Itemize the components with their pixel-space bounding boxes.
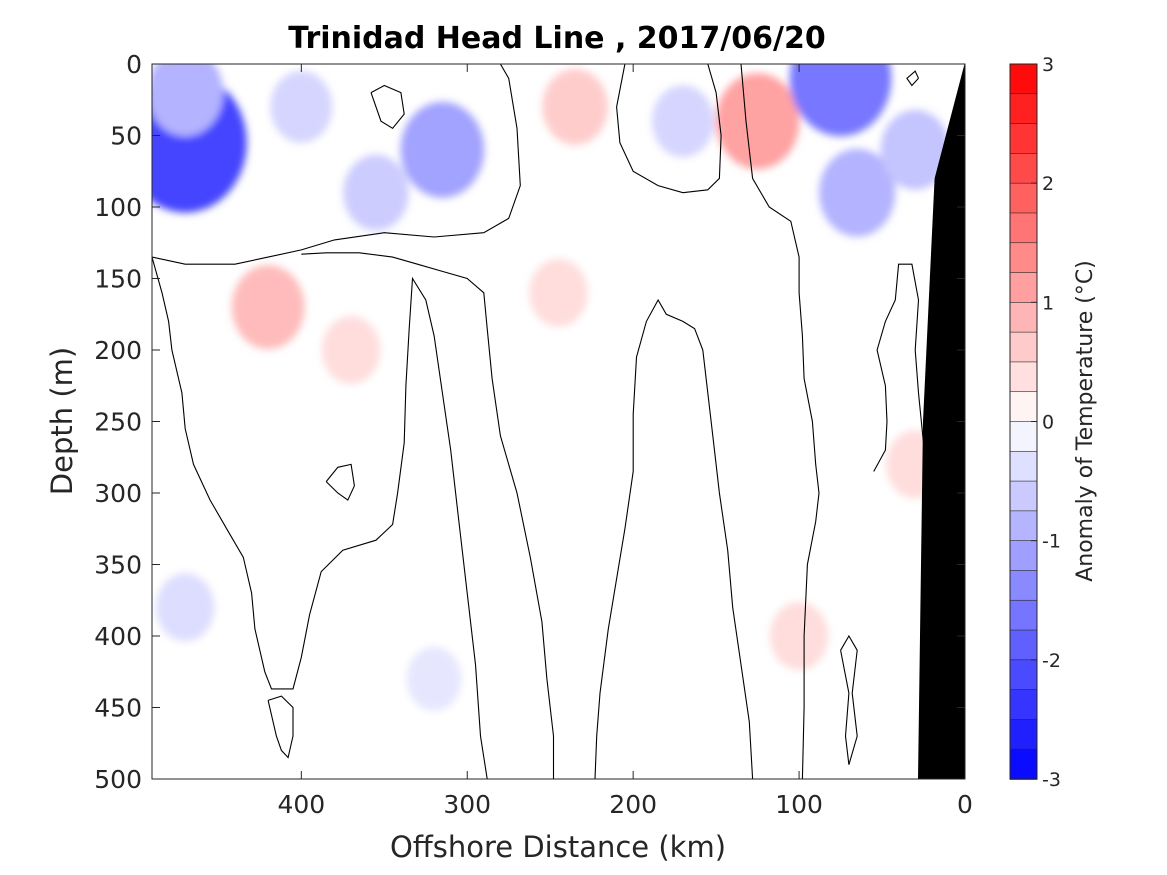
anomaly-patch: [651, 85, 714, 158]
anomaly-patch: [542, 68, 608, 145]
colorbar-segment: [1009, 689, 1038, 721]
anomaly-patch: [529, 258, 588, 327]
colorbar-tick-label: 3: [1042, 54, 1054, 76]
zero-contour-line: [594, 298, 754, 779]
anomaly-patch: [818, 148, 896, 237]
colorbar-segment: [1009, 450, 1038, 482]
anomaly-layer: [152, 64, 950, 711]
anomaly-patch: [231, 265, 305, 350]
colorbar-segment: [1009, 510, 1038, 542]
colorbar-tick-label: -2: [1042, 650, 1061, 672]
colorbar-segment: [1009, 93, 1038, 125]
y-tick-label: 0: [126, 50, 142, 79]
colorbar-segment: [1009, 272, 1038, 304]
colorbar-segment: [1009, 391, 1038, 423]
x-tick-label: 300: [443, 790, 491, 819]
colorbar-segment: [1009, 361, 1038, 393]
y-tick-label: 300: [94, 479, 142, 508]
colorbar-segment: [1009, 421, 1038, 453]
zero-contour-line: [840, 634, 858, 765]
zero-contour-line: [267, 695, 294, 759]
x-tick-label: 0: [957, 790, 973, 819]
anomaly-patch: [789, 64, 892, 137]
seafloor-mask: [917, 64, 965, 779]
zero-contour-layer: [152, 64, 965, 779]
colorbar-segment: [1009, 123, 1038, 155]
colorbar: 3 2 1 0 -1 -2 -3: [1009, 54, 1061, 791]
y-tick-label: 200: [94, 336, 142, 365]
anomaly-patch: [880, 109, 950, 190]
x-tick-label: 100: [775, 790, 823, 819]
colorbar-tick-label: 1: [1042, 292, 1054, 314]
y-tick-label: 400: [94, 622, 142, 651]
anomaly-patch: [406, 646, 462, 711]
y-tick-label: 100: [94, 193, 142, 222]
zero-contour-line: [325, 463, 355, 501]
seafloor-layer: [917, 64, 965, 779]
colorbar-tick-label: 2: [1042, 173, 1054, 195]
anomaly-patch: [155, 573, 215, 642]
colorbar-segment: [1009, 570, 1038, 602]
chart-title: Trinidad Head Line , 2017/06/20: [288, 21, 825, 56]
colorbar-segment: [1009, 480, 1038, 512]
anomaly-patch: [769, 602, 829, 670]
y-tick-label: 50: [110, 122, 142, 151]
colorbar-segment: [1009, 659, 1038, 691]
y-tick-label: 350: [94, 551, 142, 580]
colorbar-tick-label: -1: [1042, 531, 1061, 553]
x-axis: 400 300 200 100 0: [277, 64, 973, 819]
anomaly-patch: [715, 73, 800, 170]
zero-contour-line: [740, 64, 820, 779]
zero-contour-line: [152, 64, 521, 265]
colorbar-segment: [1009, 540, 1038, 572]
zero-contour-line: [301, 252, 555, 779]
y-axis: 0 50 100 150 200 250 300 350 400 450 500: [94, 50, 965, 794]
colorbar-segment: [1009, 599, 1038, 631]
colorbar-segment: [1009, 748, 1038, 780]
anomaly-patch: [400, 101, 485, 198]
zero-contour-line: [906, 70, 919, 87]
anomaly-patch: [152, 64, 224, 137]
colorbar-segment: [1009, 331, 1038, 363]
y-tick-label: 450: [94, 694, 142, 723]
x-tick-label: 200: [609, 790, 657, 819]
x-tick-label: 400: [277, 790, 325, 819]
colorbar-segment: [1009, 242, 1038, 274]
zero-contour-line: [616, 64, 722, 194]
anomaly-patch: [270, 70, 333, 143]
y-axis-label: Depth (m): [45, 347, 79, 495]
colorbar-segment: [1009, 719, 1038, 751]
colorbar-label: Anomaly of Temperature (°C): [1073, 260, 1098, 582]
anomaly-patch: [321, 316, 381, 384]
y-tick-label: 500: [94, 765, 142, 794]
y-tick-label: 250: [94, 408, 142, 437]
zero-contour-line: [152, 256, 488, 779]
x-axis-label: Offshore Distance (km): [390, 830, 726, 864]
colorbar-segment: [1009, 302, 1038, 333]
colorbar-segment: [1009, 153, 1038, 184]
colorbar-segment: [1009, 629, 1038, 661]
colorbar-segment: [1009, 182, 1038, 214]
colorbar-tick-label: -3: [1042, 769, 1061, 791]
anomaly-patch: [343, 154, 409, 231]
y-tick-label: 150: [94, 265, 142, 294]
zero-contour-line: [370, 84, 405, 130]
colorbar-tick-label: 0: [1042, 412, 1054, 434]
colorbar-segment: [1009, 63, 1038, 95]
anomaly-patches: [152, 64, 950, 711]
colorbar-segment: [1009, 212, 1038, 244]
